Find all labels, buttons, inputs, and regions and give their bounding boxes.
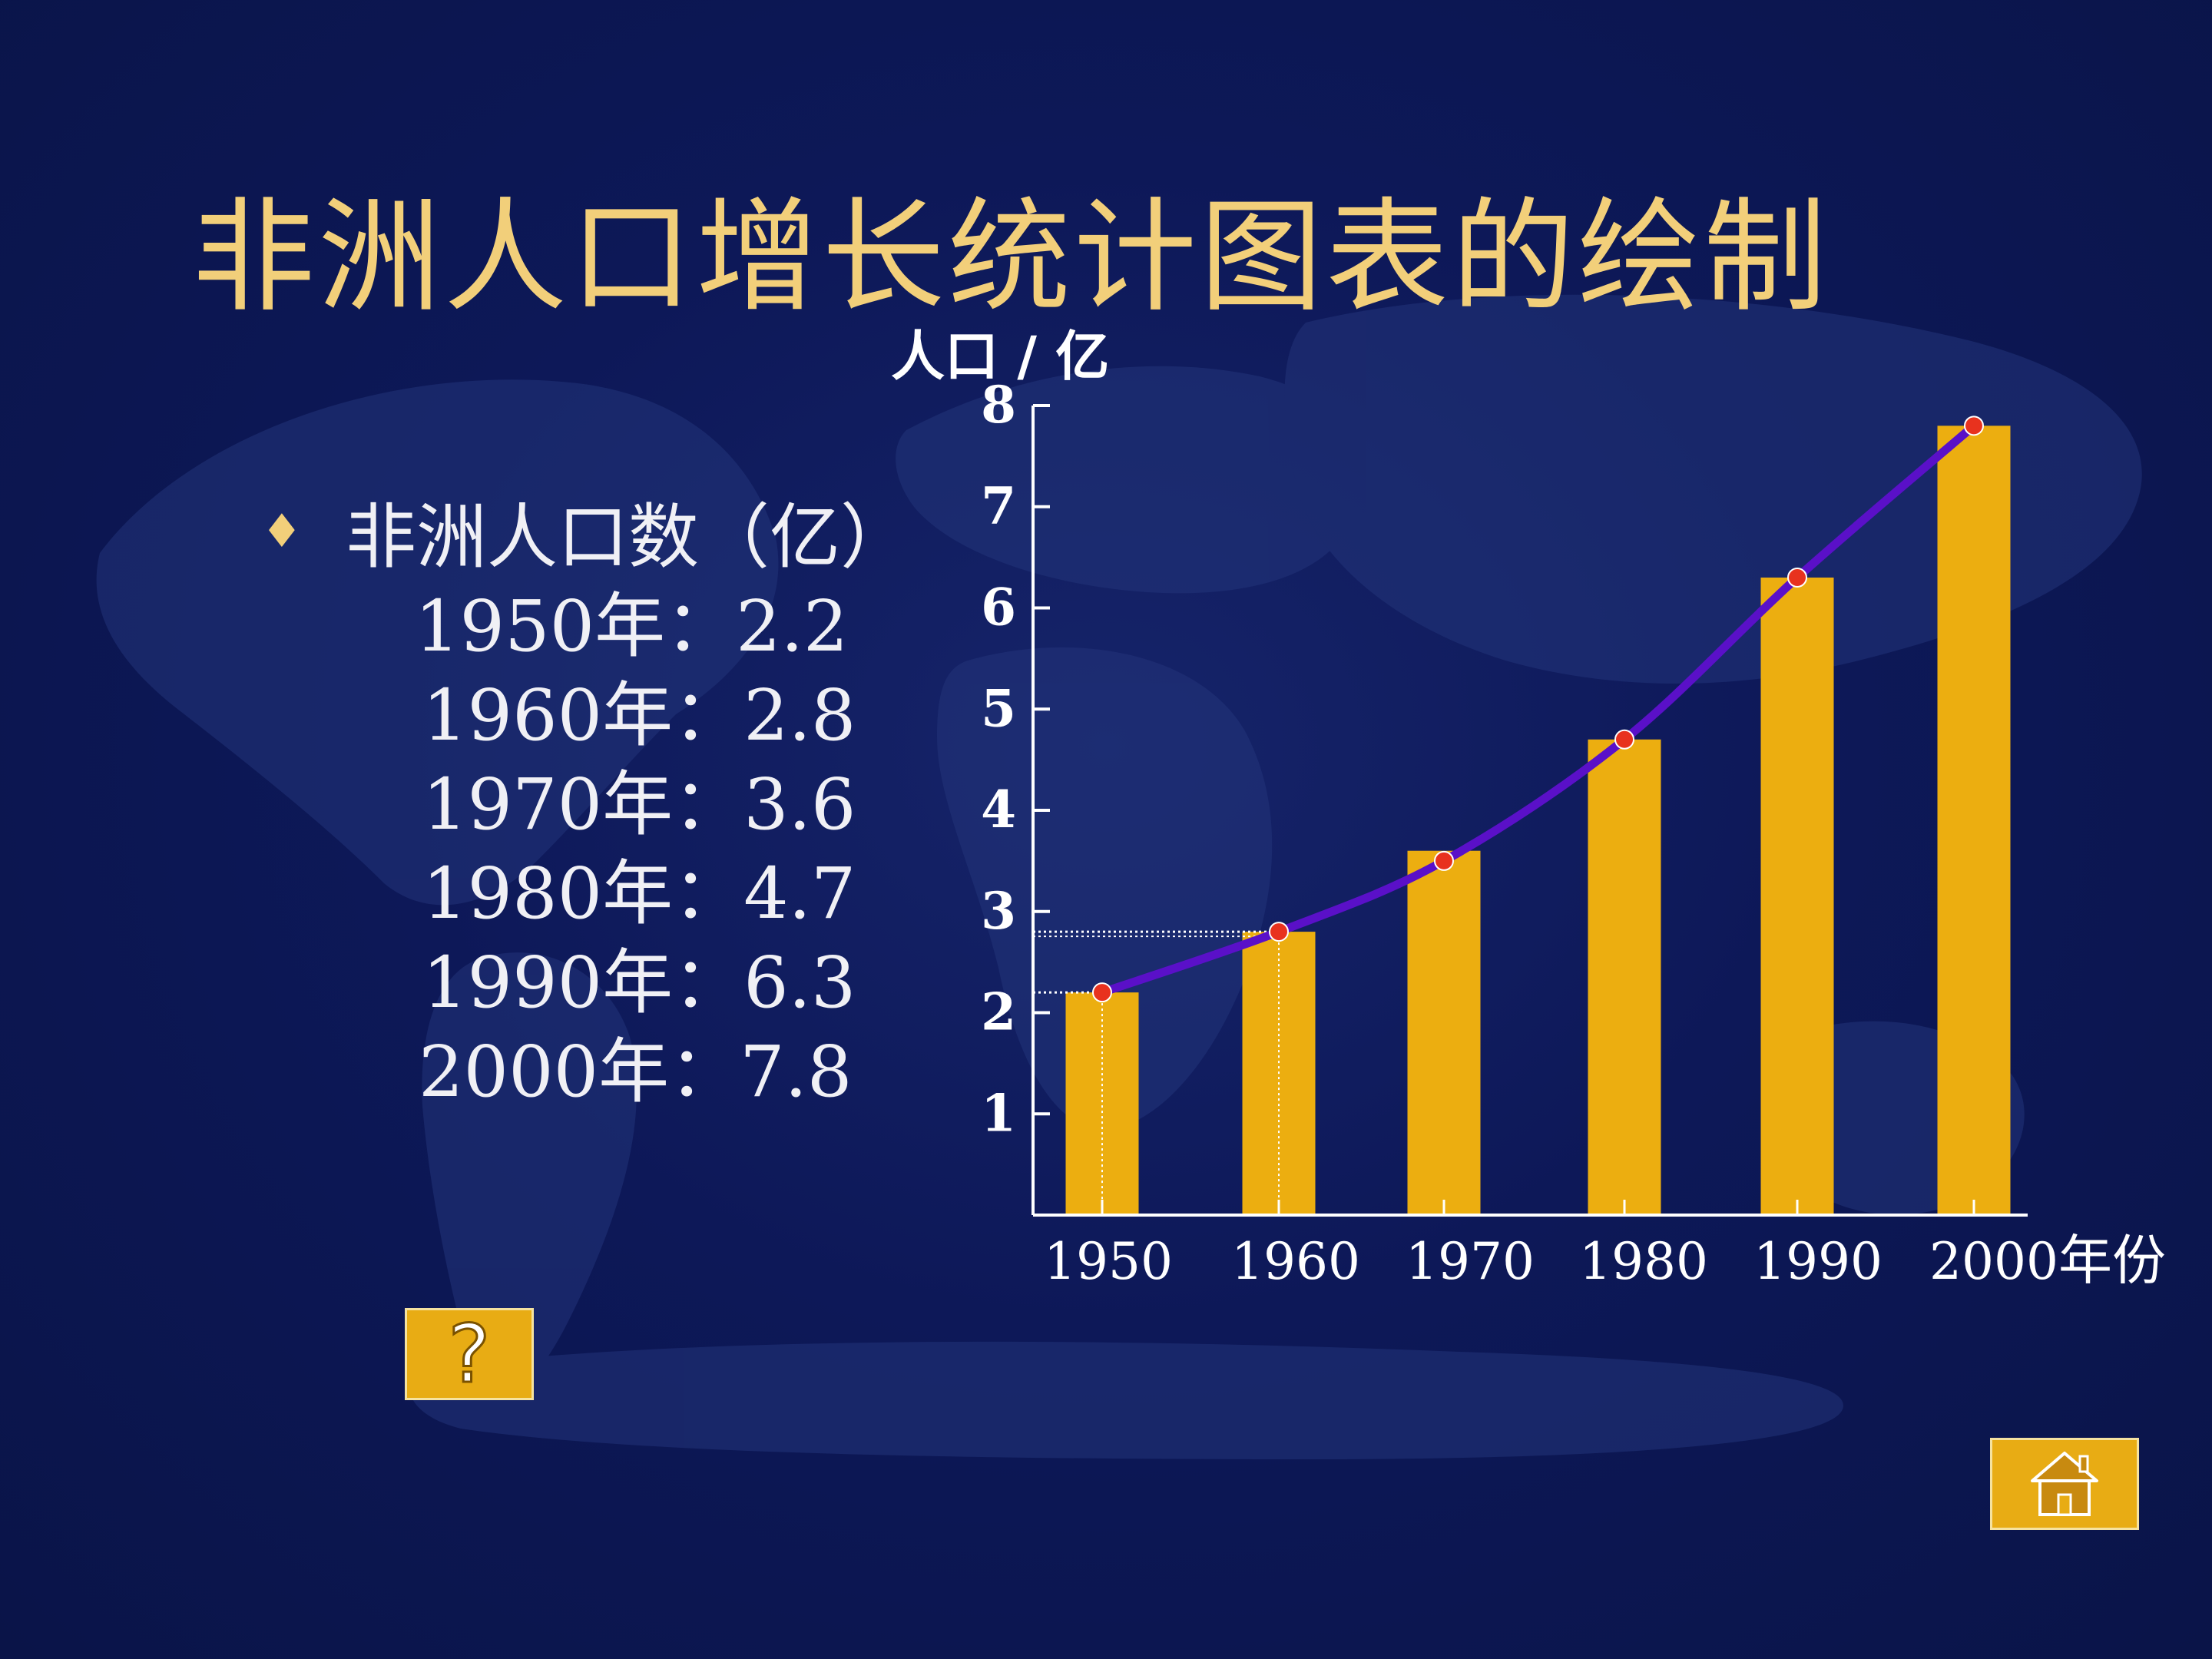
trend-point-1960 [1269, 922, 1289, 942]
trend-point-1970 [1434, 850, 1454, 871]
y-tick-label: 8 [981, 375, 1016, 435]
list-item: 1990年：6.3 [422, 942, 856, 1024]
x-axis-title: 年份 [2058, 1229, 2166, 1292]
x-tick-label: 1990 [1753, 1232, 1883, 1291]
y-tick-label: 2 [981, 982, 1016, 1042]
diamond-icon: ♦ [261, 504, 303, 558]
list-heading: 非洲人口数（亿） [346, 496, 912, 578]
x-tick-label: 1960 [1231, 1232, 1360, 1291]
list-item: 1970年：3.6 [422, 763, 856, 846]
home-button[interactable] [1990, 1438, 2139, 1530]
list-item: 1950年：2.2 [415, 585, 849, 667]
list-heading-row: ♦ 非洲人口数（亿） [261, 480, 911, 582]
bar-1950 [1065, 992, 1139, 1215]
y-tick-label: 1 [981, 1083, 1016, 1143]
x-tick-label: 1980 [1579, 1232, 1708, 1291]
y-tick-label: 6 [981, 578, 1016, 637]
bar-1990 [1760, 577, 1834, 1215]
trend-point-1950 [1092, 982, 1112, 1003]
question-mark-icon: ? [447, 1316, 492, 1392]
population-trend-line [1098, 421, 1979, 997]
list-item: 2000年：7.8 [419, 1031, 853, 1113]
question-mark-glyph: ? [448, 1316, 490, 1392]
population-list: ♦ 非洲人口数（亿） 1950年：2.2 1960年：2.8 1970年：3.6… [261, 480, 911, 1117]
list-item: 1980年：4.7 [422, 853, 856, 935]
home-icon [2031, 1452, 2098, 1516]
list-item: 1960年：2.8 [422, 674, 856, 757]
trend-point-2000 [1964, 416, 1984, 436]
x-tick-label: 2000 [1929, 1232, 2058, 1291]
bar-2000 [1937, 426, 2011, 1215]
trend-point-1980 [1614, 729, 1634, 750]
y-tick-label: 5 [981, 678, 1016, 738]
y-axis-title: 人口 / 亿 [891, 324, 1109, 388]
y-tick-label: 4 [981, 780, 1016, 839]
y-tick-label: 3 [981, 881, 1016, 941]
trend-point-1990 [1787, 567, 1807, 588]
question-button[interactable]: ? [405, 1308, 534, 1400]
y-tick-label: 7 [981, 476, 1016, 536]
page-title: 非洲人口增长统计图表的绘制 [192, 185, 1830, 329]
bar-1970 [1407, 850, 1481, 1215]
x-tick-label: 1970 [1406, 1232, 1535, 1291]
x-tick-label: 1950 [1044, 1232, 1173, 1291]
bar-1980 [1588, 739, 1661, 1215]
